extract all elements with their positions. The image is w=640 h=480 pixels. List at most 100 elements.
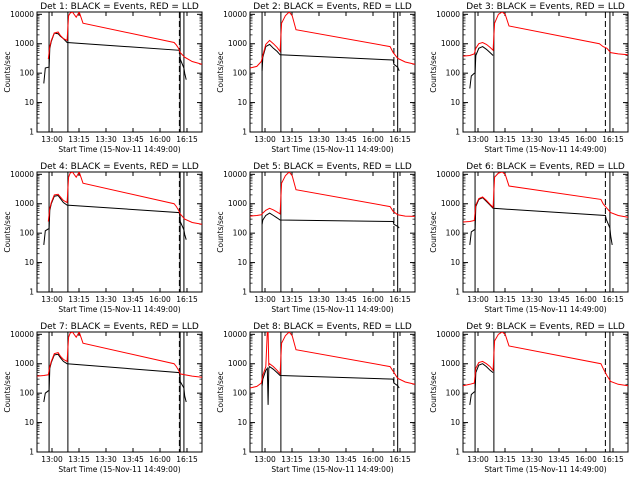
plot-frame <box>249 11 416 133</box>
x-tick-label: 13:00 <box>41 135 63 144</box>
plot-frame <box>462 331 629 453</box>
x-axis-label: Start Time (15-Nov-11 14:49:00) <box>271 465 393 474</box>
plot-frame <box>36 171 203 293</box>
panel-title: Det 9: BLACK = Events, RED = LLD <box>466 322 625 332</box>
plot-frame <box>462 171 629 293</box>
panel-9: Det 9: BLACK = Events, RED = LLD 1 10 100 10… <box>429 322 629 474</box>
x-tick-label: 16:15 <box>176 135 198 144</box>
x-tick-label: 13:45 <box>335 295 357 304</box>
plot-frame <box>462 11 629 133</box>
y-tick-label: 1 <box>29 288 34 297</box>
x-tick-label: 16:00 <box>362 135 384 144</box>
series-events-line <box>261 43 400 71</box>
y-tick-label: 100 <box>20 69 35 78</box>
plot-area <box>250 172 415 292</box>
y-tick-label: 1000 <box>15 199 34 208</box>
series-events-line <box>261 212 400 229</box>
y-tick-label: 100 <box>446 229 461 238</box>
x-tick-label: 13:30 <box>521 135 543 144</box>
y-tick-label: 10 <box>237 418 247 427</box>
x-tick-label: 13:15 <box>281 455 303 464</box>
x-tick-label: 13:15 <box>494 135 516 144</box>
x-axis-label: Start Time (15-Nov-11 14:49:00) <box>484 145 606 154</box>
series-events-line <box>469 197 613 245</box>
y-tick-label: 10000 <box>436 330 460 339</box>
y-tick-label: 10 <box>450 258 460 267</box>
x-tick-label: 13:00 <box>41 455 63 464</box>
y-tick-label: 10000 <box>10 330 34 339</box>
x-tick-label: 13:00 <box>254 135 276 144</box>
y-tick-label: 10 <box>24 418 34 427</box>
y-tick-label: 10 <box>237 258 247 267</box>
x-tick-label: 13:15 <box>281 295 303 304</box>
y-tick-label: 1 <box>455 288 460 297</box>
y-tick-label: 1000 <box>228 39 247 48</box>
panel-title: Det 1: BLACK = Events, RED = LLD <box>40 2 199 12</box>
x-tick-label: 16:15 <box>602 135 624 144</box>
x-tick-label: 13:45 <box>122 135 144 144</box>
panel-7: Det 7: BLACK = Events, RED = LLD 1 10 100 10… <box>3 322 203 474</box>
y-tick-label: 100 <box>20 389 35 398</box>
panel-title: Det 4: BLACK = Events, RED = LLD <box>40 162 199 172</box>
panel-4: Det 4: BLACK = Events, RED = LLD 1 10 100 10… <box>3 162 203 314</box>
panel-title: Det 2: BLACK = Events, RED = LLD <box>253 2 412 12</box>
plot-frame <box>249 331 416 453</box>
panel-title: Det 8: BLACK = Events, RED = LLD <box>253 322 412 332</box>
panel-8: Det 8: BLACK = Events, RED = LLD 1 10 100 10… <box>216 322 416 474</box>
y-tick-label: 1 <box>242 288 247 297</box>
x-tick-label: 16:00 <box>575 135 597 144</box>
y-axis-label: Counts/sec <box>3 211 12 252</box>
x-axis-label: Start Time (15-Nov-11 14:49:00) <box>58 145 180 154</box>
y-tick-label: 10 <box>237 98 247 107</box>
x-tick-label: 13:30 <box>521 295 543 304</box>
series-events-line <box>469 46 494 89</box>
y-tick-label: 100 <box>446 389 461 398</box>
panel-2: Det 2: BLACK = Events, RED = LLD 1 10 100 10… <box>216 2 416 154</box>
x-tick-label: 13:30 <box>308 455 330 464</box>
panel-3: Det 3: BLACK = Events, RED = LLD 1 10 100 10… <box>429 2 629 154</box>
x-tick-label: 13:30 <box>521 455 543 464</box>
plot-area <box>37 332 202 452</box>
y-tick-label: 100 <box>233 69 248 78</box>
x-tick-label: 13:45 <box>335 455 357 464</box>
plot-area <box>43 12 202 132</box>
series-lld-line <box>463 332 628 387</box>
x-tick-label: 13:00 <box>467 295 489 304</box>
x-tick-label: 13:30 <box>95 135 117 144</box>
series-lld-line <box>250 12 415 69</box>
x-axis-label: Start Time (15-Nov-11 14:49:00) <box>58 465 180 474</box>
x-tick-label: 13:30 <box>308 135 330 144</box>
x-tick-label: 13:00 <box>467 135 489 144</box>
x-axis-label: Start Time (15-Nov-11 14:49:00) <box>484 465 606 474</box>
panel-6: Det 6: BLACK = Events, RED = LLD 1 10 100 10… <box>429 162 629 314</box>
y-tick-label: 1000 <box>15 359 34 368</box>
y-axis-label: Counts/sec <box>3 371 12 412</box>
x-tick-label: 16:15 <box>176 295 198 304</box>
y-tick-label: 100 <box>20 229 35 238</box>
x-tick-label: 13:00 <box>254 455 276 464</box>
series-events-line <box>261 365 400 405</box>
panel-title: Det 7: BLACK = Events, RED = LLD <box>40 322 199 332</box>
y-tick-label: 10000 <box>10 170 34 179</box>
y-tick-label: 10000 <box>10 10 34 19</box>
y-axis-label: Counts/sec <box>429 51 438 92</box>
y-tick-label: 1000 <box>228 359 247 368</box>
x-tick-label: 13:45 <box>335 135 357 144</box>
y-tick-label: 10000 <box>223 10 247 19</box>
x-tick-label: 13:15 <box>68 455 90 464</box>
y-tick-label: 1000 <box>15 39 34 48</box>
plot-area <box>463 12 628 132</box>
x-tick-label: 13:45 <box>122 295 144 304</box>
panel-title: Det 3: BLACK = Events, RED = LLD <box>466 2 625 12</box>
x-tick-label: 13:15 <box>494 295 516 304</box>
x-tick-label: 13:45 <box>548 135 570 144</box>
x-tick-label: 16:15 <box>389 135 411 144</box>
series-lld-line <box>37 332 202 378</box>
y-axis-label: Counts/sec <box>216 211 225 252</box>
x-tick-label: 13:30 <box>95 295 117 304</box>
series-lld-line <box>463 172 628 223</box>
x-tick-label: 13:30 <box>95 455 117 464</box>
x-tick-label: 13:00 <box>41 295 63 304</box>
x-tick-label: 16:15 <box>389 295 411 304</box>
